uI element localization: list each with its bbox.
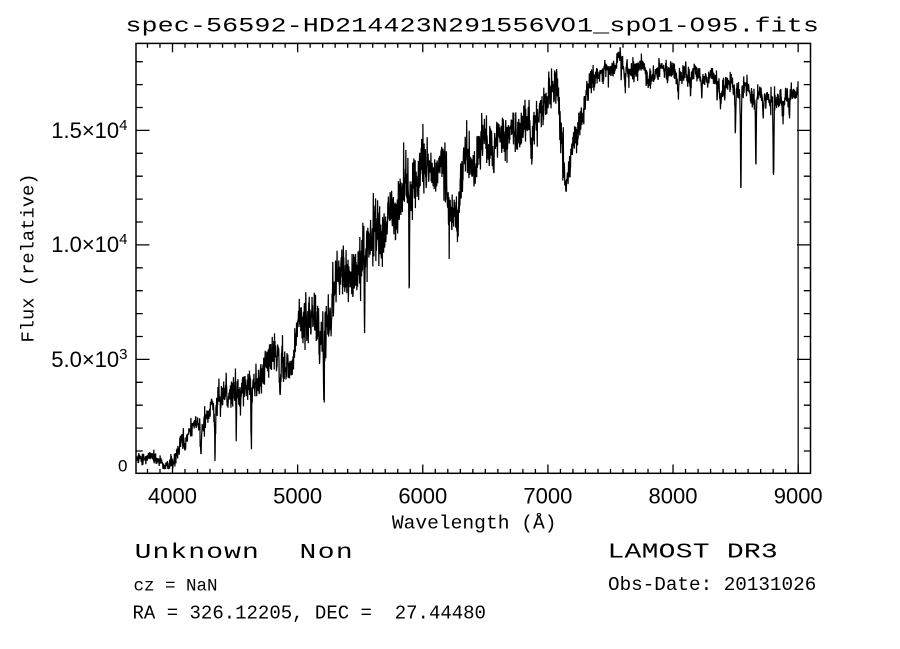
svg-text:RA = 326.12205, DEC = 27.4448: RA = 326.12205, DEC = 27.44480 <box>133 603 486 625</box>
svg-text:cz = NaN: cz = NaN <box>134 577 218 597</box>
svg-text:7000: 7000 <box>523 484 572 509</box>
svg-text:0: 0 <box>118 456 127 475</box>
svg-text:spec-56592-HD214423N291556V01_: spec-56592-HD214423N291556V01_sp01-095.f… <box>125 13 819 38</box>
svg-text:9000: 9000 <box>774 484 823 509</box>
svg-text:Non: Non <box>300 541 355 565</box>
svg-text:5000: 5000 <box>273 484 322 509</box>
svg-text:8000: 8000 <box>649 484 698 509</box>
svg-text:5.0×103: 5.0×103 <box>51 346 127 372</box>
svg-text:LAMOST DR3: LAMOST DR3 <box>608 540 778 564</box>
svg-text:Wavelength (Å): Wavelength (Å) <box>392 512 557 534</box>
svg-text:1.0×104: 1.0×104 <box>51 231 127 257</box>
svg-text:1.5×104: 1.5×104 <box>51 117 127 143</box>
svg-text:Unknown: Unknown <box>135 541 260 565</box>
svg-text:Obs-Date: 20131026: Obs-Date: 20131026 <box>608 574 816 596</box>
svg-text:6000: 6000 <box>398 484 447 509</box>
svg-text:4000: 4000 <box>148 484 197 509</box>
svg-text:Flux (relative): Flux (relative) <box>18 173 40 342</box>
